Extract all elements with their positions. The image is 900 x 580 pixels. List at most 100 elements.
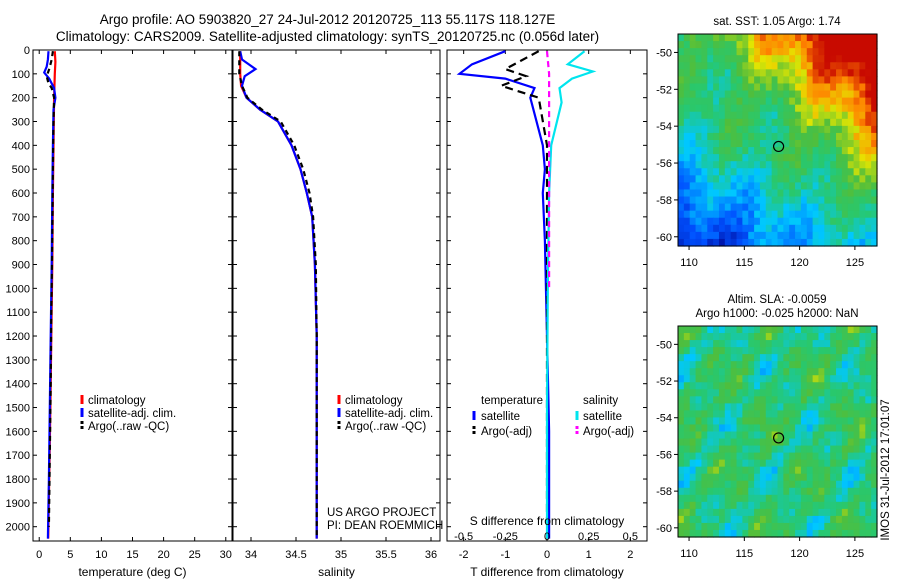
map-cell (859, 125, 866, 134)
map-cell (865, 473, 872, 482)
series-line-argo-raw-qc- (45, 51, 56, 527)
map-cell (853, 140, 861, 148)
map-cell (695, 189, 703, 198)
map-cell (724, 396, 732, 404)
map-cell (795, 494, 802, 503)
map-cell (771, 69, 779, 77)
map-cell (748, 104, 755, 113)
map-cell (724, 34, 732, 42)
map-cell (678, 41, 685, 49)
map-cell (759, 522, 767, 531)
map-cell (812, 83, 820, 92)
map-cell (730, 403, 738, 411)
map-cell (695, 487, 703, 496)
map-cell (777, 175, 784, 183)
map-cell (678, 347, 685, 355)
map-cell (713, 389, 720, 397)
map-cell (689, 69, 697, 77)
map-cell (824, 90, 831, 99)
map-cell (859, 452, 866, 461)
map-cell (718, 487, 726, 496)
map-cell (736, 48, 743, 56)
map-cell (678, 217, 685, 226)
map-cell (806, 354, 814, 362)
map-cell (824, 83, 831, 92)
map-cell (695, 445, 703, 454)
map-cell (736, 147, 743, 155)
map-cell (818, 34, 825, 42)
map-cell (713, 118, 720, 127)
map-cell (783, 76, 790, 85)
map-cell (683, 41, 691, 49)
map-cell (765, 515, 773, 524)
map-cell (847, 48, 855, 56)
map-cell (678, 473, 685, 482)
map-cell (853, 224, 861, 233)
map-cell (695, 147, 703, 155)
map-cell (783, 69, 790, 77)
map-cell (701, 69, 708, 77)
map-cell (806, 368, 814, 376)
legend-label: Argo(-adj) (583, 426, 634, 438)
map-cell (748, 203, 755, 212)
map-cell (800, 140, 808, 148)
map-cell (718, 347, 726, 355)
map-cell (841, 161, 849, 169)
map-cell (771, 417, 779, 426)
map-cell (701, 340, 708, 348)
map-cell (742, 452, 749, 461)
map-cell (754, 389, 761, 397)
map-cell (818, 382, 825, 390)
map-cell (865, 224, 872, 233)
map-cell (830, 340, 837, 348)
map-cell (783, 147, 790, 155)
map-cell (771, 104, 779, 113)
map-cell (800, 168, 808, 176)
map-cell (736, 182, 743, 191)
map-cell (683, 69, 691, 77)
map-cell (836, 522, 843, 531)
map-cell (718, 501, 726, 510)
map-cell (695, 508, 703, 517)
map-cell (841, 382, 849, 390)
map-cell (707, 203, 714, 212)
map-cell (841, 494, 849, 503)
map-cell (841, 326, 849, 334)
map-cell (800, 494, 808, 503)
map-cell (683, 375, 691, 383)
map-cell (736, 125, 743, 134)
map-cell (800, 396, 808, 404)
map-cell (718, 196, 726, 205)
map-cell (718, 125, 726, 134)
map-cell (713, 522, 720, 531)
map-cell (730, 368, 738, 376)
map-cell (859, 445, 866, 454)
map-cell (683, 522, 691, 531)
map-cell (736, 438, 743, 447)
map-cell (853, 189, 861, 198)
map-cell (771, 83, 779, 92)
map-cell (730, 452, 738, 461)
map-cell (724, 168, 732, 176)
map-cell (695, 466, 703, 475)
map-cell (689, 76, 697, 85)
map-cell (783, 389, 790, 397)
map-cell (841, 90, 849, 99)
x-tick-label: 2 (627, 549, 633, 561)
map-cell (742, 154, 749, 162)
map-cell (678, 361, 685, 369)
map-cell (859, 55, 866, 63)
map-cell (789, 389, 796, 397)
map-cell (683, 224, 691, 233)
map-cell (754, 147, 761, 155)
map-cell (853, 55, 861, 63)
map-cell (701, 410, 708, 419)
map-cell (830, 445, 837, 454)
map-cell (701, 508, 708, 517)
legend-label: satellite-adj. clim. (88, 408, 176, 420)
map-cell (754, 161, 761, 169)
map-cell (812, 182, 820, 191)
map-cell (841, 147, 849, 155)
map-cell (777, 97, 784, 106)
map-cell (800, 459, 808, 468)
